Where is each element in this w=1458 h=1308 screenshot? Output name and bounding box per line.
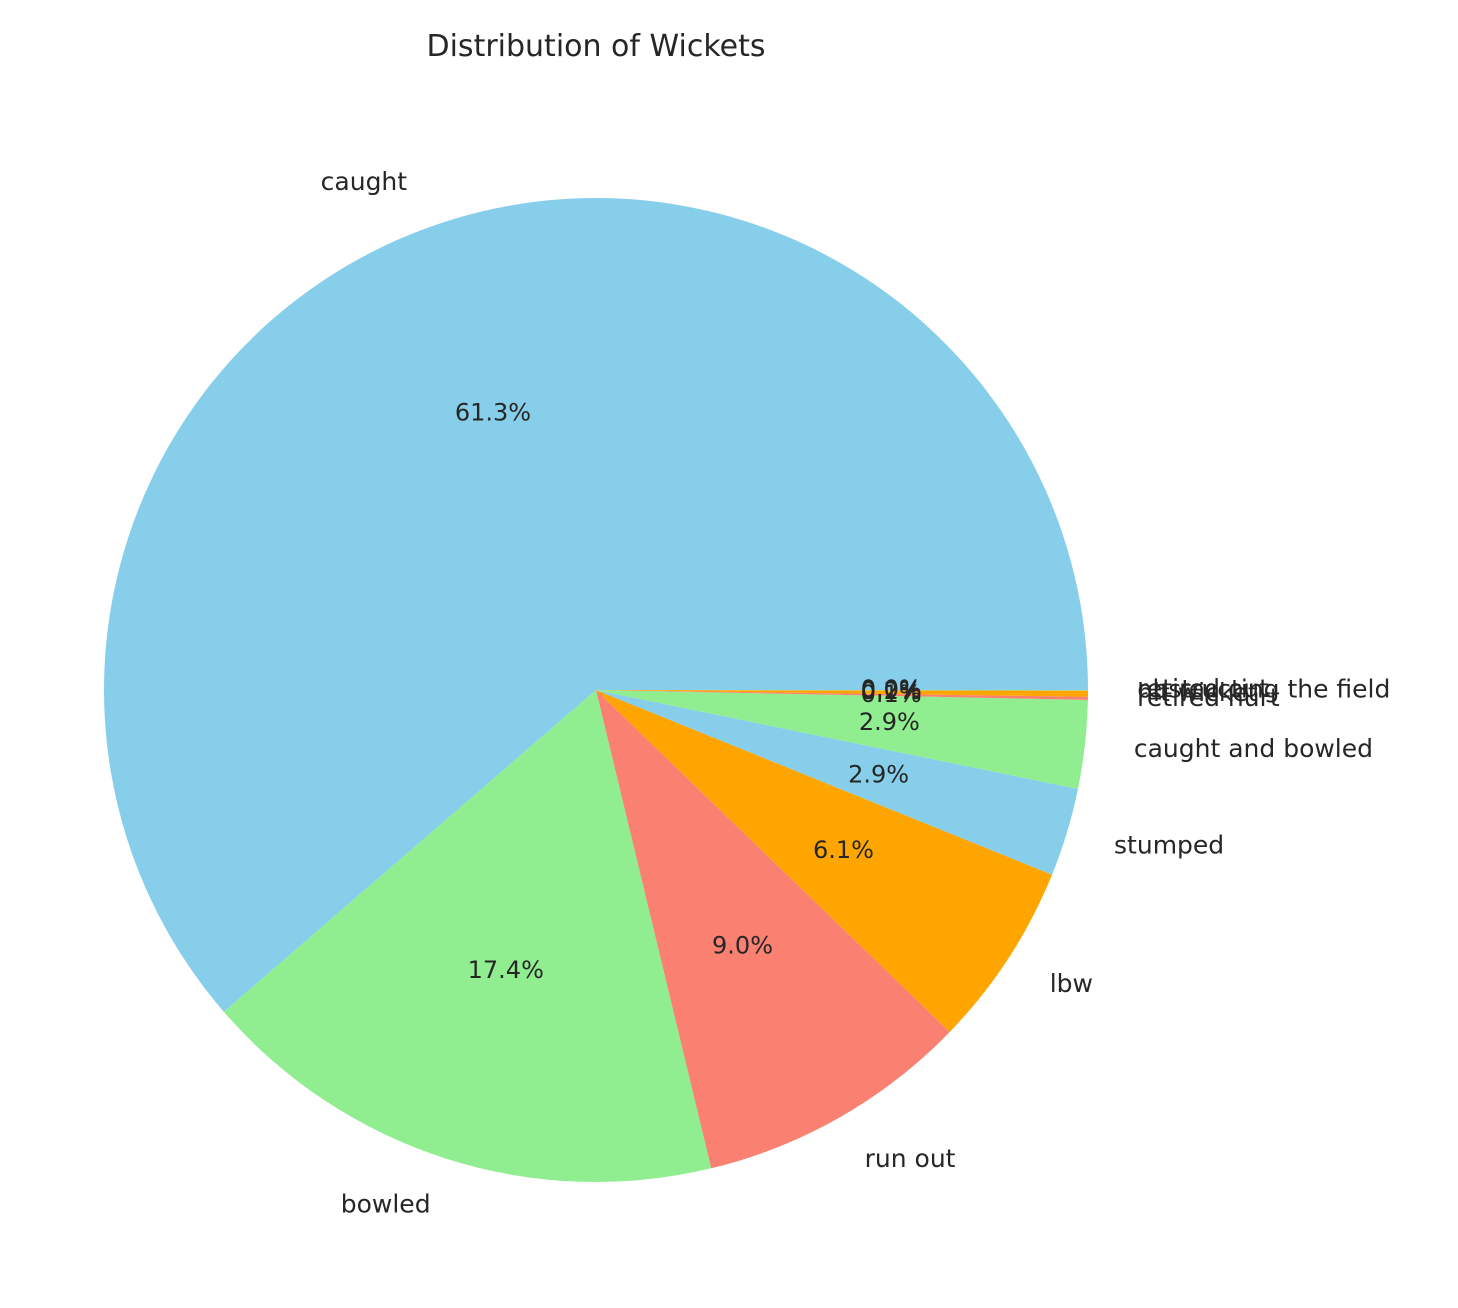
pie-slice-caught	[103, 197, 1089, 1012]
pie-slice-obstructing-the-field	[596, 690, 1088, 691]
pie-slices	[103, 197, 1089, 1182]
pie-slice-stumped	[596, 690, 1078, 875]
slice-label-stumped: stumped	[1114, 831, 1224, 860]
slice-percent-retired-out: 0.0%	[861, 675, 922, 703]
pie-slice-retired-hurt	[596, 690, 1088, 700]
slice-label-caught-and-bowled: caught and bowled	[1134, 734, 1373, 763]
slice-label-caught: caught	[321, 167, 408, 196]
pie-slice-lbw	[596, 690, 1053, 1032]
pie-slice-bowled	[223, 690, 712, 1182]
slice-label-hit-wicket: hit wicket	[1137, 678, 1258, 707]
slice-label-retired-hurt: retired hurt	[1137, 683, 1280, 712]
slice-label-run-out: run out	[865, 1144, 956, 1173]
slice-percent-hit-wicket: 0.2%	[861, 677, 922, 705]
slice-label-obstructing-the-field: obstructing the field	[1137, 675, 1390, 704]
pie-slice-run-out	[596, 690, 950, 1169]
slice-percent-run-out: 9.0%	[712, 931, 773, 959]
slice-label-bowled: bowled	[341, 1189, 431, 1218]
slice-percent-bowled: 17.4%	[468, 956, 544, 984]
slice-percent-obstructing-the-field: 0.0%	[861, 675, 922, 703]
pie-labels: caught 61.3% bowled 17.4% run out 9.0% lbw 6.1%…	[321, 167, 1391, 1218]
slice-percent-stumped: 2.9%	[848, 760, 909, 788]
slice-percent-caught: 61.3%	[455, 398, 531, 426]
slice-percent-lbw: 6.1%	[813, 836, 874, 864]
slice-label-lbw: lbw	[1050, 969, 1093, 998]
slice-label-retired-out: retired out	[1137, 674, 1269, 703]
slice-percent-retired-hurt: 0.1%	[861, 680, 922, 708]
slice-percent-caught-and-bowled: 2.9%	[859, 708, 920, 736]
pie-slice-hit-wicket	[596, 690, 1088, 697]
pie-slice-caught-and-bowled	[596, 690, 1088, 789]
chart-title: Distribution of Wickets	[427, 29, 766, 64]
